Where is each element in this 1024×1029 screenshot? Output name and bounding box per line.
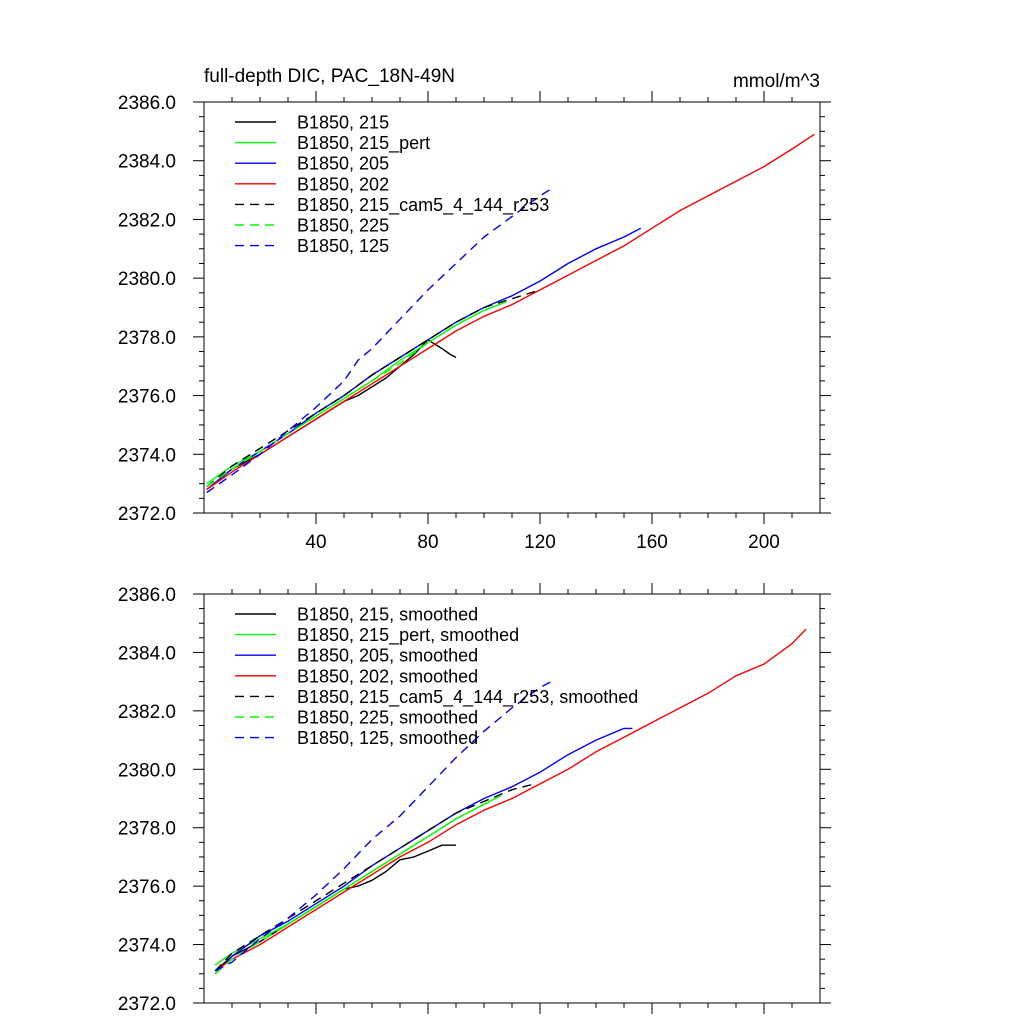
legend-label: B1850, 225 — [297, 216, 389, 236]
y-tick-label: 2374.0 — [118, 936, 176, 957]
y-tick-label: 2386.0 — [118, 585, 176, 606]
y-tick-label: 2378.0 — [118, 819, 176, 840]
y-tick-label: 2372.0 — [118, 994, 176, 1015]
x-tick-label: 120 — [524, 532, 556, 553]
series-line-5 — [214, 794, 502, 975]
legend-label: B1850, 202 — [297, 174, 389, 194]
series-line-4 — [214, 783, 535, 972]
legend-label: B1850, 215_pert — [297, 133, 430, 154]
y-tick-label: 2374.0 — [118, 445, 176, 466]
series-line-3 — [214, 628, 807, 972]
x-tick-label: 160 — [636, 532, 668, 553]
y-tick-label: 2376.0 — [118, 387, 176, 408]
y-tick-label: 2384.0 — [118, 152, 176, 173]
y-tick-label: 2384.0 — [118, 643, 176, 664]
x-tick-label: 200 — [748, 532, 780, 553]
units-label: mmol/m^3 — [733, 71, 820, 92]
panel-top: 40 80 120 160 200 2372.0 2374.0 2376.0 2378.0 238… — [118, 91, 831, 553]
series-line-2 — [206, 227, 642, 491]
legend-label: B1850, 205 — [297, 154, 389, 174]
legend-label: B1850, 215_pert, smoothed — [297, 625, 519, 646]
series-line-3 — [206, 133, 815, 491]
series-lines — [214, 628, 807, 975]
series-line-6 — [206, 186, 555, 494]
legend-label: B1850, 215_cam5_4_144_r253, smoothed — [297, 687, 638, 708]
y-tick-label: 2382.0 — [118, 702, 176, 723]
series-line-0 — [214, 844, 456, 972]
series-line-0 — [206, 339, 457, 491]
y-tick-label: 2380.0 — [118, 269, 176, 290]
series-line-5 — [206, 300, 507, 488]
series-lines — [206, 133, 815, 494]
y-tick-label: 2376.0 — [118, 877, 176, 898]
legend-label: B1850, 215_cam5_4_144_r253 — [297, 195, 549, 216]
chart-title: full-depth DIC, PAC_18N-49N — [204, 66, 455, 87]
legend-label: B1850, 202, smoothed — [297, 666, 478, 686]
y-tick-label: 2382.0 — [118, 210, 176, 231]
series-line-4 — [206, 289, 541, 488]
legend-label: B1850, 215, smoothed — [297, 605, 478, 625]
x-tick-label: 80 — [417, 532, 438, 553]
series-line-2 — [214, 727, 633, 975]
legend-label: B1850, 125, smoothed — [297, 728, 478, 748]
series-line-6 — [214, 680, 552, 972]
y-tick-label: 2372.0 — [118, 504, 176, 525]
y-tick-label: 2380.0 — [118, 760, 176, 781]
panel-bottom: 2372.0 2374.0 2376.0 2378.0 2380.0 2382.0 2384… — [118, 583, 831, 1015]
legend-label: B1850, 215 — [297, 113, 389, 133]
legend-label: B1850, 225, smoothed — [297, 708, 478, 728]
y-tick-label: 2378.0 — [118, 328, 176, 349]
y-tick-label: 2386.0 — [118, 93, 176, 114]
legend-label: B1850, 125 — [297, 236, 389, 256]
legend-label: B1850, 205, smoothed — [297, 646, 478, 666]
x-tick-label: 40 — [305, 532, 326, 553]
